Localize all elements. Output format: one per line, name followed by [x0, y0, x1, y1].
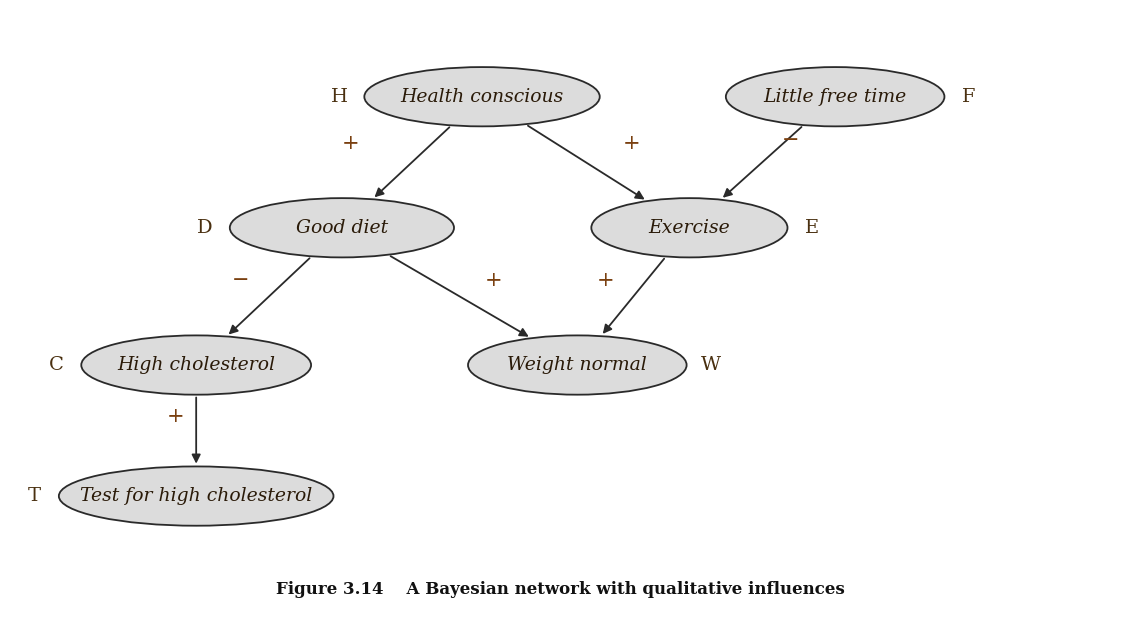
Text: F: F [962, 88, 976, 105]
Text: +: + [596, 271, 614, 290]
Text: Figure 3.14    A Bayesian network with qualitative influences: Figure 3.14 A Bayesian network with qual… [276, 581, 845, 598]
Ellipse shape [726, 67, 944, 127]
Text: Weight normal: Weight normal [508, 356, 647, 374]
Text: +: + [622, 134, 640, 154]
Text: D: D [197, 219, 213, 236]
Text: W: W [702, 356, 721, 374]
Text: +: + [484, 271, 502, 290]
Ellipse shape [230, 198, 454, 258]
Text: Exercise: Exercise [649, 219, 730, 236]
Ellipse shape [469, 336, 686, 395]
Text: T: T [28, 487, 40, 505]
Text: High cholesterol: High cholesterol [118, 356, 275, 374]
Text: Test for high cholesterol: Test for high cholesterol [80, 487, 313, 505]
Ellipse shape [592, 198, 787, 258]
Text: +: + [342, 134, 359, 153]
Ellipse shape [58, 467, 334, 525]
Text: C: C [49, 356, 64, 374]
Text: −: − [781, 131, 799, 150]
Text: Little free time: Little free time [763, 88, 907, 105]
Text: −: − [232, 271, 250, 290]
Text: Health conscious: Health conscious [400, 88, 564, 105]
Ellipse shape [81, 336, 312, 395]
Text: H: H [331, 88, 349, 105]
Ellipse shape [364, 67, 600, 127]
Text: +: + [167, 407, 185, 426]
Text: E: E [805, 219, 819, 236]
Text: Good diet: Good diet [296, 219, 388, 236]
